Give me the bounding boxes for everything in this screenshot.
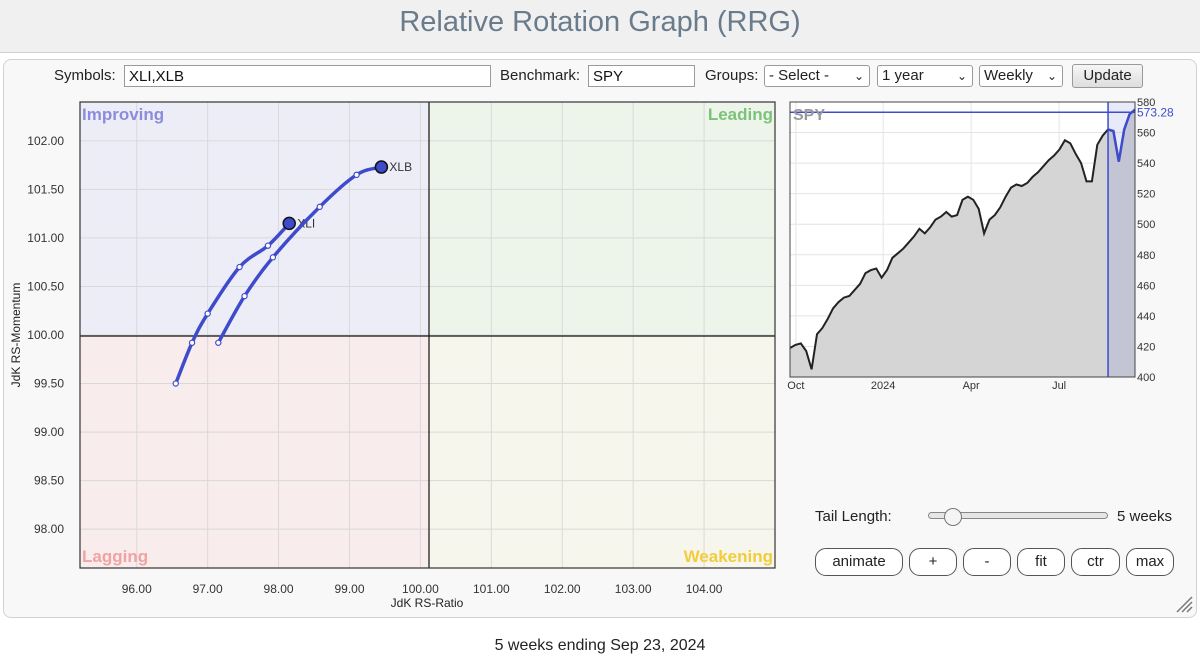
- x-tick-label: 97.00: [193, 582, 223, 596]
- symbols-label: Symbols:: [54, 67, 116, 84]
- tail-length-slider[interactable]: [928, 508, 1108, 526]
- benchmark-y-tick: 580: [1137, 97, 1155, 109]
- rrg-chart[interactable]: Improving Leading Lagging Weakening 96.0…: [0, 90, 790, 620]
- benchmark-y-tick: 560: [1137, 128, 1155, 140]
- x-tick-label: 103.00: [615, 582, 652, 596]
- tail-point-xli: [264, 242, 272, 249]
- benchmark-chart[interactable]: SPY 573.28 580 560 540 520 500 480 460 440 420 40…: [780, 96, 1190, 396]
- center-button[interactable]: ctr: [1071, 548, 1120, 576]
- y-tick-label: 99.50: [34, 377, 64, 391]
- benchmark-area: [790, 109, 1135, 377]
- series-head-xlb[interactable]: [374, 160, 389, 174]
- benchmark-x-tick: Jul: [1052, 380, 1066, 392]
- benchmark-y-tick: 520: [1137, 189, 1155, 201]
- quadrant-weakening: [429, 336, 775, 568]
- symbols-input[interactable]: [124, 65, 491, 87]
- benchmark-y-tick: 540: [1137, 158, 1155, 170]
- x-tick-label: 101.00: [473, 582, 510, 596]
- quadrant-label-leading: Leading: [708, 105, 773, 124]
- y-tick-label: 101.50: [27, 182, 64, 196]
- animate-button[interactable]: animate: [815, 548, 903, 576]
- tail-length-value: 5 weeks: [1117, 508, 1173, 525]
- x-tick-label: 96.00: [122, 582, 152, 596]
- benchmark-y-tick: 500: [1137, 219, 1155, 231]
- update-button[interactable]: Update: [1072, 64, 1143, 88]
- groups-selected-value: - Select -: [769, 67, 830, 84]
- tail-point-xlb: [316, 203, 323, 211]
- footer-caption: 5 weeks ending Sep 23, 2024: [494, 637, 706, 654]
- chevron-down-icon: ⌄: [1046, 69, 1057, 83]
- benchmark-name: SPY: [793, 107, 825, 124]
- period-select[interactable]: 1 year ⌄: [877, 65, 973, 87]
- series-label-xlb: XLB: [389, 160, 412, 174]
- benchmark-x-tick: Oct: [787, 380, 804, 392]
- benchmark-y-tick: 440: [1137, 311, 1155, 323]
- benchmark-y-tick: 480: [1137, 250, 1155, 262]
- tail-point-xli: [172, 380, 179, 387]
- title-bar: Relative Rotation Graph (RRG): [0, 0, 1200, 53]
- y-tick-label: 100.50: [27, 279, 64, 293]
- frequency-selected-value: Weekly: [984, 67, 1033, 84]
- y-tick-label: 98.00: [34, 522, 64, 536]
- benchmark-x-tick: Apr: [963, 380, 980, 392]
- slider-track: [928, 512, 1108, 519]
- benchmark-line: [789, 108, 1136, 370]
- tail-point-xlb: [215, 339, 222, 346]
- resize-handle-icon[interactable]: [1174, 594, 1194, 614]
- quadrant-lagging: [80, 336, 429, 568]
- tail-point-xli: [236, 263, 243, 271]
- quadrant-label-weakening: Weakening: [684, 547, 773, 566]
- benchmark-y-tick: 400: [1137, 372, 1155, 384]
- x-tick-label: 102.00: [544, 582, 581, 596]
- period-selected-value: 1 year: [882, 67, 924, 84]
- y-tick-label: 100.00: [27, 328, 64, 342]
- tail-point-xlb: [353, 171, 360, 179]
- frequency-select[interactable]: Weekly ⌄: [979, 65, 1063, 87]
- x-tick-label: 104.00: [686, 582, 723, 596]
- tail-point-xli: [204, 310, 211, 317]
- page-title: Relative Rotation Graph (RRG): [399, 6, 801, 38]
- zoom-out-button[interactable]: -: [963, 548, 1011, 576]
- benchmark-plot-frame: [789, 101, 1136, 378]
- benchmark-label: Benchmark:: [500, 67, 581, 84]
- quadrant-label-improving: Improving: [82, 105, 164, 124]
- x-tick-label: 98.00: [264, 582, 294, 596]
- y-axis-label: JdK RS-Momentum: [9, 283, 23, 388]
- tail-point-xli: [188, 339, 196, 346]
- slider-thumb[interactable]: [943, 508, 962, 526]
- y-tick-label: 101.00: [27, 231, 64, 245]
- rrg-frame: [79, 101, 776, 569]
- benchmark-y-tick: 420: [1137, 341, 1155, 353]
- y-tick-label: 102.00: [27, 134, 64, 148]
- tail-point-xlb: [269, 254, 277, 261]
- benchmark-input[interactable]: [588, 65, 695, 87]
- chevron-down-icon: ⌄: [956, 69, 967, 83]
- benchmark-y-tick: 460: [1137, 280, 1155, 292]
- groups-select[interactable]: - Select - ⌄: [764, 65, 870, 87]
- max-button[interactable]: max: [1126, 548, 1174, 576]
- tail-length-label: Tail Length:: [815, 508, 892, 525]
- benchmark-last-value: 573.28: [1137, 105, 1174, 119]
- quadrant-improving: [80, 102, 429, 336]
- quadrant-label-lagging: Lagging: [82, 547, 148, 566]
- x-tick-label: 99.00: [334, 582, 364, 596]
- quadrant-leading: [429, 102, 775, 336]
- zoom-in-button[interactable]: +: [909, 548, 957, 576]
- chevron-down-icon: ⌄: [853, 69, 864, 83]
- fit-button[interactable]: fit: [1017, 548, 1065, 576]
- y-tick-label: 98.50: [34, 474, 64, 488]
- x-tick-label: 100.00: [402, 582, 439, 596]
- tail-point-xlb: [241, 292, 248, 300]
- y-tick-label: 99.00: [34, 425, 64, 439]
- benchmark-x-tick: 2024: [871, 380, 895, 392]
- benchmark-recent-line: [1107, 108, 1136, 162]
- series-head-xli[interactable]: [282, 216, 296, 231]
- x-axis-label: JdK RS-Ratio: [391, 596, 464, 610]
- groups-label: Groups:: [705, 67, 759, 84]
